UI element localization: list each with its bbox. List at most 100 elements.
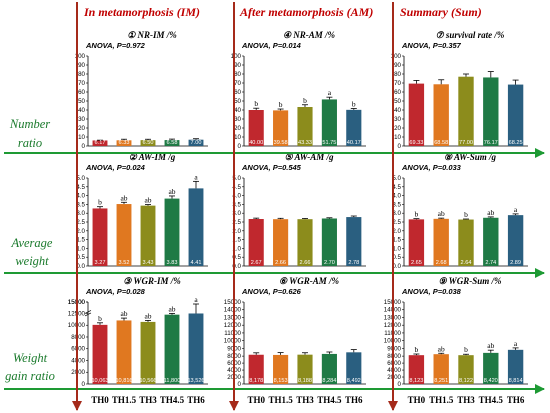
data-label: 8,123 — [409, 378, 423, 384]
y-tick-label: 10 — [234, 134, 241, 141]
y-tick-label: 3.0 — [392, 210, 401, 217]
bar-TH6 — [507, 215, 524, 266]
chart-panel-6: 0.0 0.5 1.01.5 2.0 2.5 3.0 3.54.0 4.5 5.0 2.65 b 2.… — [392, 152, 528, 270]
y-tick-label: 30 — [234, 116, 241, 123]
y-tick-label: 0.5 — [232, 254, 241, 261]
bar-TH3 — [297, 219, 313, 266]
bar-TH1.5 — [433, 218, 449, 266]
data-label: 39.58 — [274, 140, 288, 146]
data-label: 40.17 — [347, 140, 361, 146]
y-tick-label: 11000 — [224, 330, 241, 337]
y-tick-label: 10 — [78, 134, 85, 141]
chart-panel-9: 0200040006000800090001000011000120001300… — [384, 276, 528, 388]
y-tick-label: 0.0 — [392, 263, 401, 270]
y-tick-label: 2000 — [387, 374, 401, 381]
significance-letter: b — [415, 210, 419, 219]
y-tick-label: 40 — [234, 107, 241, 114]
x-category-label: TH0 — [91, 395, 109, 405]
x-category-label: TH0 — [408, 395, 426, 405]
bar-TH0 — [92, 208, 108, 266]
y-tick-label: 9000 — [387, 345, 401, 352]
data-label: 2.78 — [348, 260, 359, 266]
data-label: 2.66 — [275, 260, 286, 266]
y-tick-label: 4.0 — [392, 193, 401, 200]
y-tick-label: 60 — [234, 89, 241, 96]
chart-panel-4: 0.0 0.5 1.01.5 2.0 2.5 3.0 3.54.0 4.5 5.0 3.27 b 3.… — [76, 152, 208, 270]
panel-title: ⑦ survival rate /% — [436, 30, 505, 40]
y-tick-label: 0.5 — [392, 254, 401, 261]
bar-TH3 — [140, 321, 156, 384]
data-label: 8,251 — [434, 378, 448, 384]
data-label: 10,566 — [139, 378, 156, 384]
data-label: 2.70 — [324, 260, 335, 266]
chart-panel-2: 0 10 20 30 40 50 60 70 80 90 100 40.00 b 39.58 b 43.33 b… — [231, 30, 366, 150]
y-tick-label: 90 — [78, 62, 85, 69]
bar-TH4.5 — [483, 217, 499, 266]
y-tick-label: 50 — [78, 98, 85, 105]
y-tick-label: 1.0 — [392, 245, 401, 252]
y-tick-label: 80 — [78, 71, 85, 78]
bar-TH4.5 — [483, 352, 499, 384]
chart-panel-5: 0.0 0.5 1.01.5 2.0 2.5 3.0 3.54.0 4.5 5.0 2.67 2.6… — [232, 152, 366, 270]
y-tick-label: 8000 — [387, 353, 401, 360]
bar-TH0 — [248, 219, 264, 266]
data-label: 3.83 — [167, 260, 178, 266]
y-tick-label: 70 — [78, 80, 85, 87]
bar-TH0 — [408, 355, 425, 384]
bar-TH1.5 — [273, 354, 289, 384]
data-label: 11,800 — [164, 378, 181, 384]
significance-letter: ab — [438, 344, 445, 353]
y-tick-label: 60 — [394, 89, 401, 96]
data-label: 2.65 — [411, 260, 422, 266]
y-tick-label: 100 — [75, 53, 86, 60]
bar-TH4.5 — [321, 353, 337, 384]
y-tick-label: 40 — [78, 107, 85, 114]
row-label-weight-line1: Average — [11, 236, 53, 250]
y-tick-label: 13000 — [224, 314, 242, 321]
significance-letter: a — [514, 205, 518, 214]
significance-letter: b — [98, 198, 102, 207]
panel-title: ③ WGR-IM /% — [123, 276, 181, 286]
significance-letter: b — [464, 210, 468, 219]
y-tick-label: 100 — [231, 53, 242, 60]
y-tick-label: 10000 — [224, 338, 242, 345]
bar-TH3 — [458, 219, 474, 266]
bar-TH4.5 — [321, 218, 337, 266]
y-tick-label: 20 — [394, 125, 401, 132]
y-tick-label: 0 — [238, 143, 242, 150]
y-tick-label: 30 — [78, 116, 85, 123]
significance-letter: ab — [438, 209, 445, 218]
y-tick-label: 0 — [398, 143, 402, 150]
significance-letter: ab — [168, 187, 175, 196]
significance-letter: a — [514, 339, 518, 348]
anova-text: ANOVA, P=0.024 — [85, 163, 146, 172]
y-tick-label: 0.0 — [232, 263, 241, 270]
bar-TH1.5 — [433, 84, 449, 146]
y-tick-label: 2.0 — [76, 228, 85, 235]
y-tick-label: 2000 — [71, 369, 85, 376]
y-tick-label: 15000 — [224, 299, 242, 306]
bar-TH6 — [188, 188, 204, 266]
x-category-label: TH6 — [187, 395, 205, 405]
data-label: 2.66 — [300, 260, 311, 266]
x-category-label: TH1.5 — [112, 395, 137, 405]
data-label: 2.89 — [510, 260, 521, 266]
y-tick-label: 4000 — [71, 357, 85, 364]
row-label-gain-line1: Weight — [13, 351, 48, 365]
bar-TH1.5 — [273, 219, 289, 266]
y-tick-label: 2.0 — [232, 228, 241, 235]
panel-title: ⑥ WGR-AM /% — [279, 276, 339, 286]
y-tick-label: 5.0 — [232, 175, 241, 182]
bar-TH3 — [140, 140, 156, 146]
significance-letter: b — [279, 100, 283, 109]
y-tick-label: 3.0 — [232, 210, 241, 217]
bar-TH6 — [188, 139, 204, 146]
x-category-label: TH4.5 — [160, 395, 185, 405]
y-tick-label: 100 — [391, 53, 402, 60]
x-category-label: TH1.5 — [429, 395, 454, 405]
chart-panel-7: 020004000600080001000015000125001500010,… — [68, 276, 208, 388]
y-tick-label: 3.5 — [76, 201, 85, 208]
bar-TH3 — [297, 107, 313, 146]
bar-TH4.5 — [164, 198, 180, 266]
